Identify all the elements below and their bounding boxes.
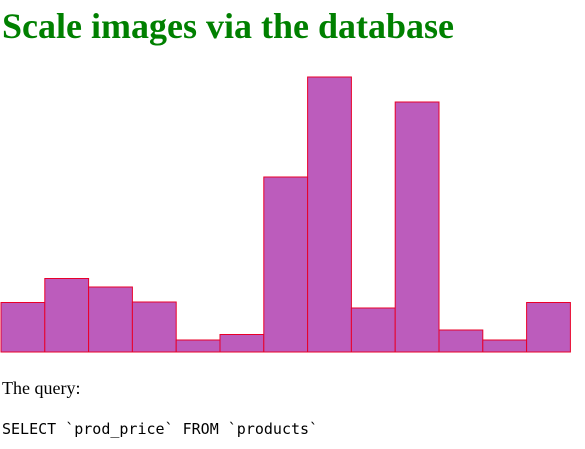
bar-9 [351,308,395,352]
bar-13 [527,303,571,353]
page-title: Scale images via the database [2,4,454,48]
chart-svg [0,70,585,360]
query-label: The query: [2,377,80,399]
bar-11 [439,330,483,352]
bar-5 [176,340,220,352]
query-sql: SELECT `prod_price` FROM `products` [2,419,318,439]
bar-8 [308,77,352,352]
bar-6 [220,335,264,353]
bar-10 [395,102,439,352]
bar-3 [89,287,133,352]
bar-2 [45,279,89,353]
bar-4 [132,302,176,352]
bar-1 [1,303,45,353]
price-bar-chart [0,70,585,360]
bar-12 [483,340,527,352]
bar-7 [264,177,308,352]
